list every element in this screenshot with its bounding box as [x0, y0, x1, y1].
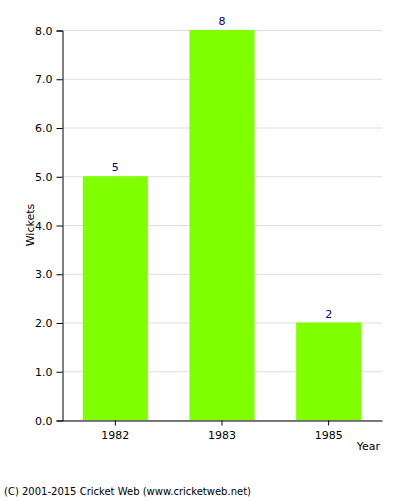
grid [62, 31, 382, 421]
x-tick: 1983 [208, 421, 236, 443]
chart: 0.0 1.0 2.0 3.0 4.0 5.0 6.0 7.0 8.0 1982 1983 1985 5… [0, 0, 400, 500]
y-axis-line [57, 31, 64, 421]
y-tick-label: 1.0 [35, 366, 53, 379]
y-tick: 7.0 [35, 73, 63, 86]
y-tick: 1.0 [35, 366, 63, 379]
y-tick: 6.0 [35, 122, 63, 135]
data-label: 2 [325, 308, 332, 321]
x-tick-mark [115, 421, 116, 426]
x-axis: 1982 1983 1985 [63, 421, 383, 443]
y-tick-label: 5.0 [35, 171, 53, 184]
y-tick-mark [57, 323, 63, 324]
x-tick-label: 1983 [208, 429, 236, 442]
y-tick-label: 2.0 [35, 317, 53, 330]
y-tick-label: 0.0 [35, 415, 53, 428]
y-tick-mark [57, 274, 63, 275]
y-axis-title: Wickets [24, 203, 37, 246]
y-tick-label: 6.0 [35, 122, 53, 135]
y-tick-mark [57, 79, 63, 80]
x-tick: 1985 [315, 421, 343, 443]
y-tick: 2.0 [35, 317, 63, 330]
x-tick-mark [328, 421, 329, 426]
y-tick-mark [57, 421, 63, 422]
x-tick: 1982 [101, 421, 129, 443]
y-tick: 5.0 [35, 171, 63, 184]
x-tick-label: 1985 [315, 429, 343, 442]
x-tick-mark [222, 421, 223, 426]
y-axis: 0.0 1.0 2.0 3.0 4.0 5.0 6.0 7.0 8.0 [35, 25, 63, 428]
x-tick-label: 1982 [101, 429, 129, 442]
x-axis-title: Year [356, 440, 381, 453]
bar [189, 30, 254, 420]
data-label: 8 [219, 15, 226, 28]
y-tick-mark [57, 128, 63, 129]
y-tick-mark [57, 31, 63, 32]
y-tick: 0.0 [35, 415, 63, 428]
background [0, 0, 400, 500]
y-tick-mark [57, 372, 63, 373]
y-tick-label: 3.0 [35, 268, 53, 281]
bar [83, 176, 148, 420]
y-tick-mark [57, 226, 63, 227]
y-tick: 8.0 [35, 25, 63, 38]
bars [83, 30, 361, 420]
y-tick: 3.0 [35, 268, 63, 281]
y-tick-label: 8.0 [35, 25, 53, 38]
bar [296, 323, 361, 421]
annotation: (C) 2001-2015 Cricket Web (www.cricketwe… [4, 486, 251, 497]
y-tick: 4.0 [35, 220, 63, 233]
data-labels: 5 8 2 [112, 15, 332, 321]
y-tick-label: 4.0 [35, 220, 53, 233]
y-tick-mark [57, 177, 63, 178]
y-tick-label: 7.0 [35, 73, 53, 86]
data-label: 5 [112, 161, 119, 174]
